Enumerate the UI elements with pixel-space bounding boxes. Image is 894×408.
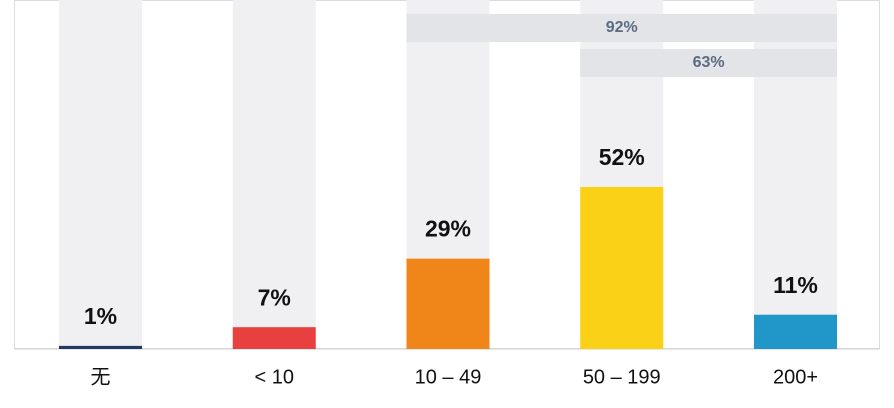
- x-tick-label: 10 – 49: [415, 366, 482, 388]
- annotation-label: 63%: [693, 54, 725, 71]
- bar-background: [232, 0, 316, 349]
- value-label: 29%: [425, 216, 471, 242]
- bar: [406, 258, 490, 349]
- annotation-label: 92%: [606, 19, 638, 36]
- bar-background: [59, 0, 142, 349]
- x-tick-label: 50 – 199: [583, 366, 661, 388]
- value-label: 1%: [84, 303, 117, 329]
- x-tick-label: 无: [91, 366, 111, 388]
- x-tick-label: 200+: [773, 366, 818, 388]
- value-label: 11%: [773, 272, 818, 298]
- value-label: 7%: [258, 284, 291, 310]
- bar: [232, 327, 316, 349]
- bar: [59, 345, 142, 349]
- annotation-bracket: [580, 49, 837, 77]
- bar: [580, 186, 664, 349]
- x-tick-label: < 10: [255, 366, 294, 388]
- annotation-bracket: [406, 14, 837, 42]
- value-label: 52%: [599, 144, 645, 170]
- bar: [754, 314, 837, 349]
